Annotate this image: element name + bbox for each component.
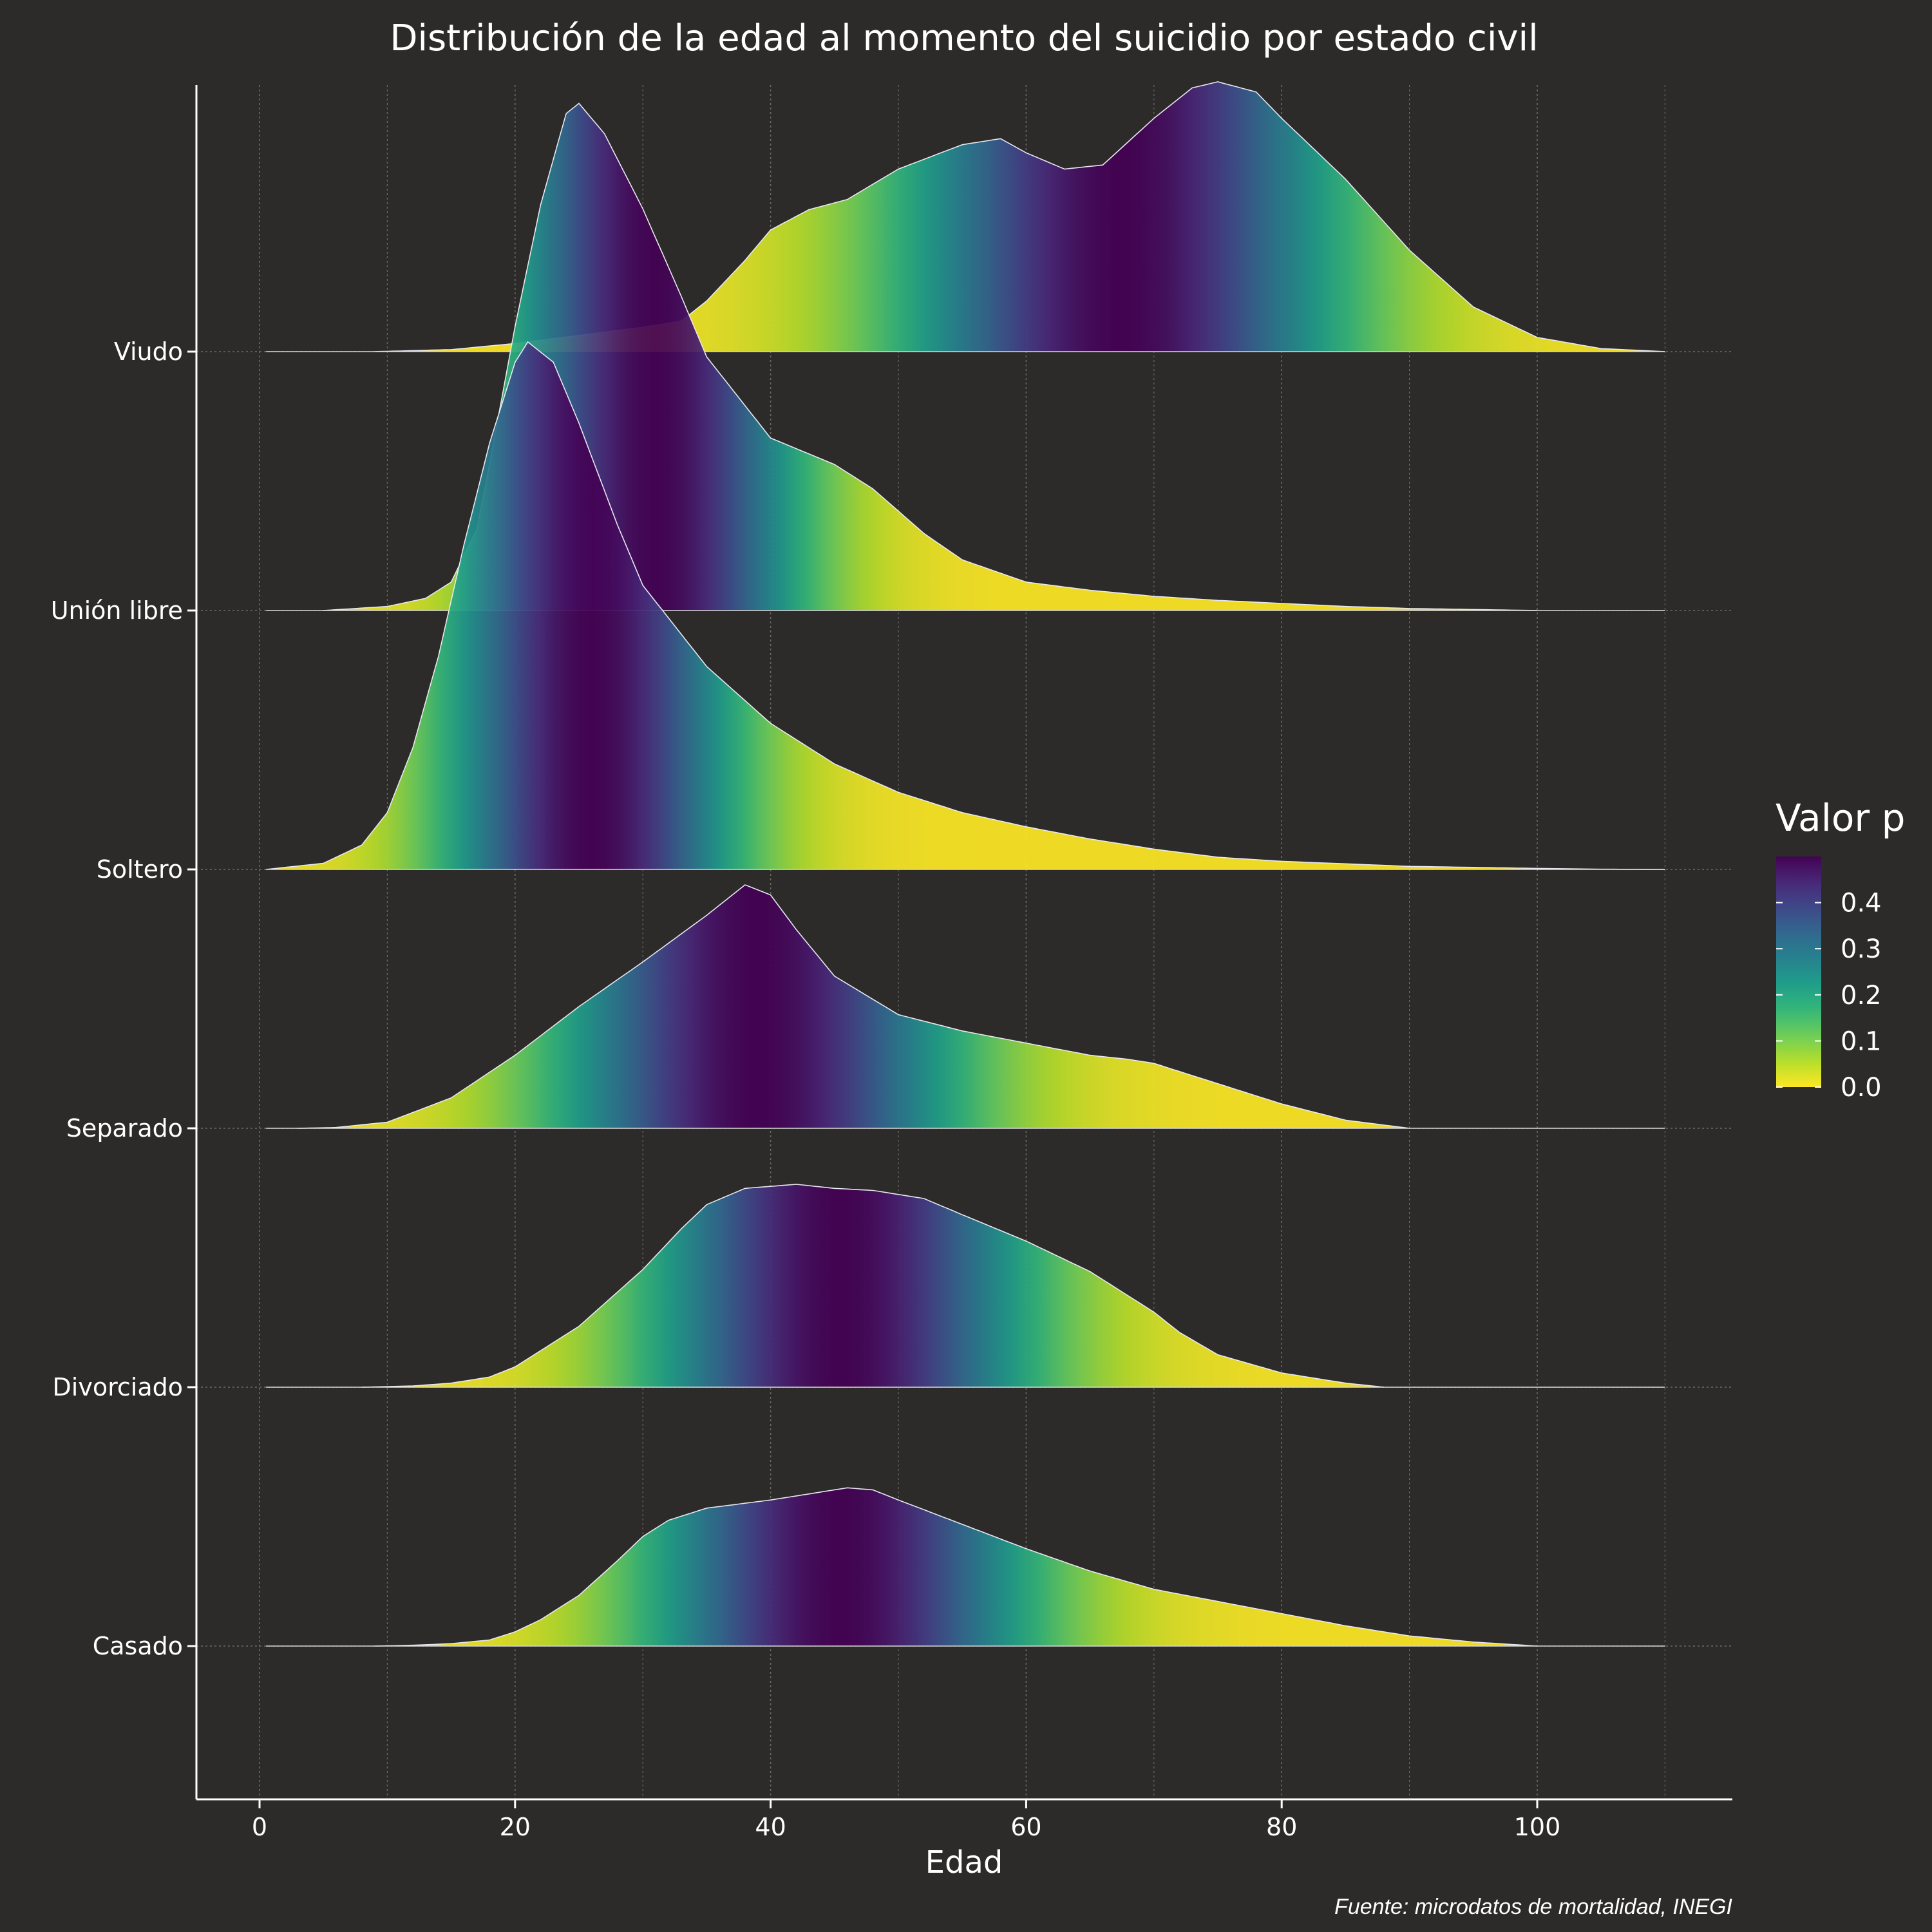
x-tick-label: 0: [252, 1813, 267, 1841]
caption: Fuente: microdatos de mortalidad, INEGI: [1334, 1895, 1732, 1919]
x-tick-label: 100: [1514, 1813, 1561, 1841]
y-tick-label-soltero: Soltero: [97, 855, 183, 884]
ridge-soltero: [265, 341, 1665, 870]
legend-tick-label: 0.1: [1841, 1027, 1882, 1056]
y-axis-ticks: Casado Divorciado Separado Soltero Unión lib…: [51, 337, 196, 1660]
ridge-area-divorciado: [361, 1184, 1384, 1387]
x-axis-label: Edad: [925, 1844, 1003, 1880]
y-tick-label-divorciado: Divorciado: [53, 1373, 183, 1401]
x-tick-label: 60: [1010, 1813, 1041, 1841]
legend-title: Valor p: [1776, 796, 1905, 840]
y-tick-label-separado: Separado: [66, 1114, 183, 1142]
legend: Valor p 0.0 0.1 0.2 0.3 0.4: [1776, 796, 1905, 1103]
ridge-outline-soltero: [265, 341, 1665, 870]
legend-tick-label: 0.2: [1841, 981, 1882, 1010]
ridge-area-viudo: [374, 82, 1665, 352]
ridge-divorciado: [265, 1184, 1665, 1388]
ridge-outline-separado: [298, 884, 1410, 1129]
ridge-separado: [265, 884, 1665, 1129]
axes: [195, 85, 1732, 1801]
ridge-outline-casado: [374, 1487, 1538, 1647]
ridges: [265, 81, 1665, 1647]
legend-tick-label: 0.0: [1841, 1073, 1882, 1103]
y-tick-label-viudo: Viudo: [114, 337, 183, 366]
ridge-area-separado: [298, 885, 1410, 1128]
ridge-outline-union-libre: [323, 102, 1538, 611]
chart-title: Distribución de la edad al momento del s…: [390, 17, 1538, 59]
ridge-area-soltero: [265, 342, 1665, 869]
y-tick-label-casado: Casado: [93, 1632, 183, 1660]
legend-tick-label: 0.4: [1841, 889, 1882, 918]
x-tick-label: 80: [1266, 1813, 1297, 1841]
ridge-casado: [265, 1487, 1665, 1647]
legend-ticks: 0.0 0.1 0.2 0.3 0.4: [1776, 889, 1882, 1103]
y-tick-label-union-libre: Unión libre: [51, 596, 183, 625]
x-tick-label: 20: [500, 1813, 531, 1841]
ridge-outline-divorciado: [361, 1184, 1384, 1388]
ridge-area-casado: [374, 1488, 1537, 1646]
ridge-area-union-libre: [323, 103, 1538, 611]
x-axis-ticks: 0 20 40 60 80 100: [252, 1799, 1560, 1841]
x-tick-label: 40: [755, 1813, 786, 1841]
legend-tick-label: 0.3: [1841, 934, 1882, 964]
legend-colorbar: [1776, 857, 1821, 1087]
